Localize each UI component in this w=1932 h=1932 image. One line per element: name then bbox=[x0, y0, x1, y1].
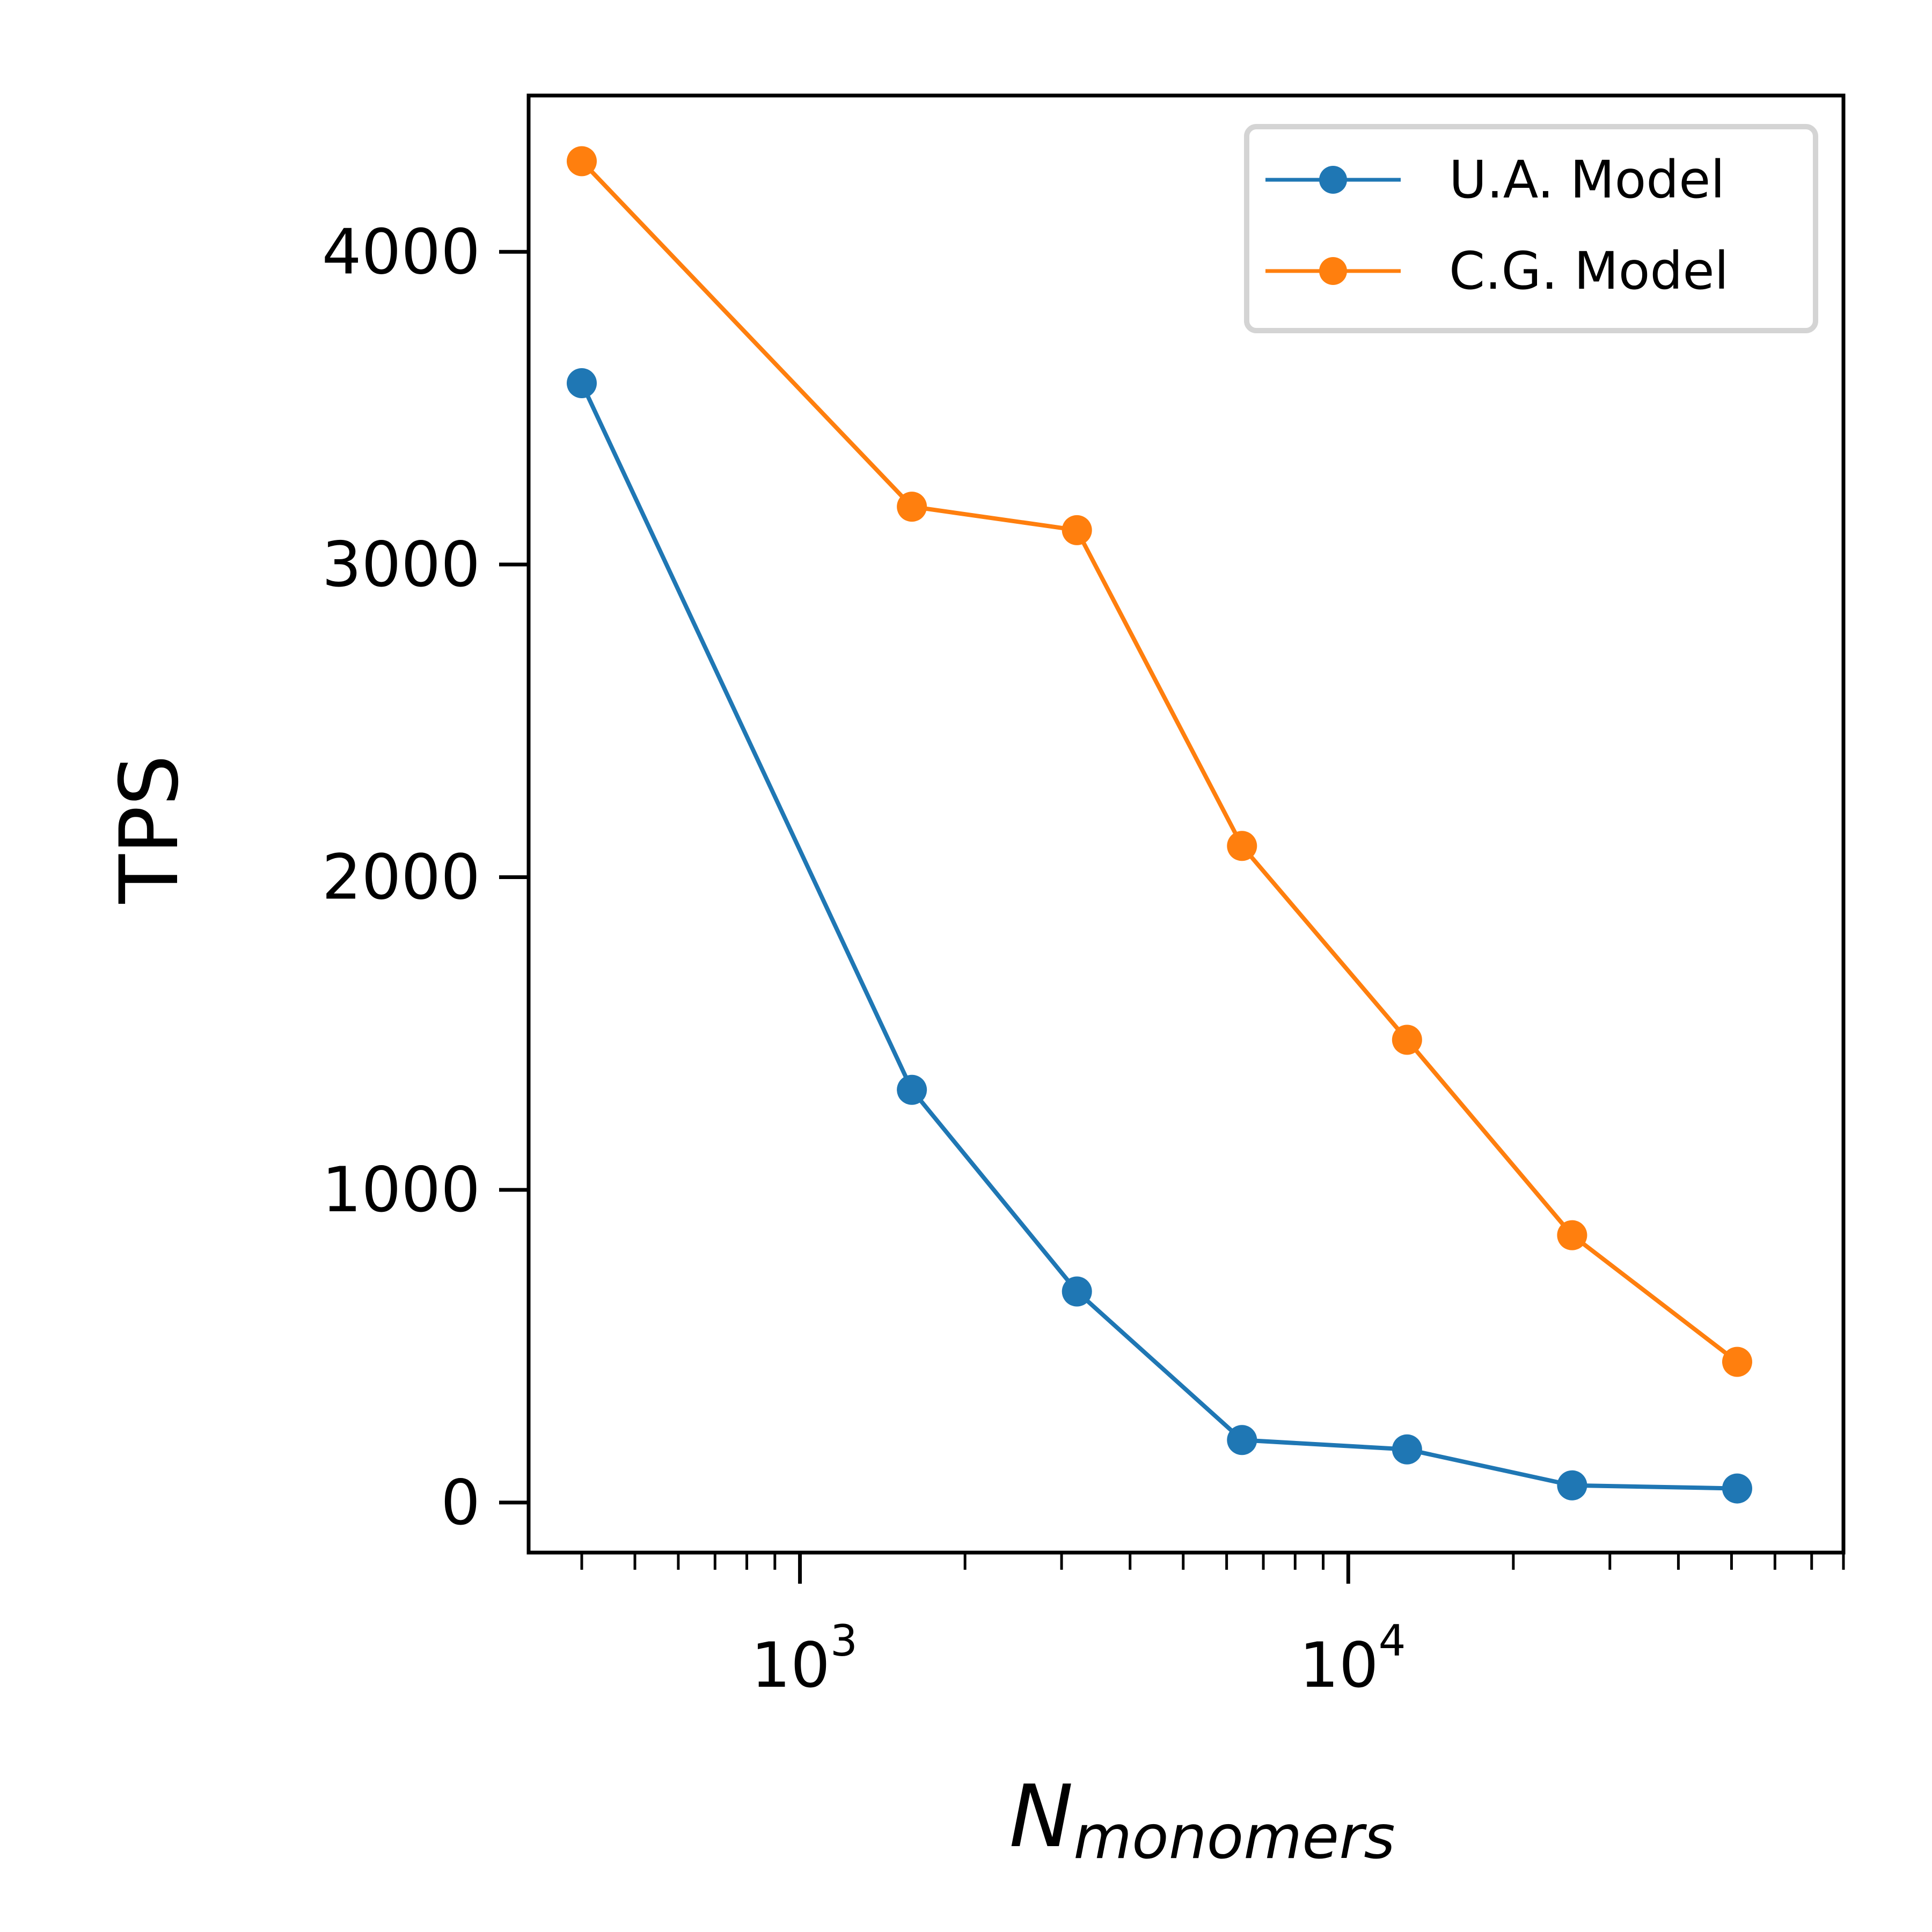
series-1-point-0 bbox=[567, 146, 597, 177]
y-tick-label-3000: 3000 bbox=[322, 529, 480, 601]
series-1-point-2 bbox=[1062, 515, 1092, 545]
x-axis-title-subscript: monomers bbox=[1073, 1803, 1395, 1872]
series-0-point-6 bbox=[1722, 1473, 1752, 1504]
series-line-1 bbox=[580, 159, 1739, 1364]
series-1-point-4 bbox=[1392, 1024, 1422, 1055]
legend-label-ua: U.A. Model bbox=[1449, 150, 1725, 210]
x-axis-ticks: 103 104 bbox=[580, 1553, 1845, 1702]
x-tick-label-exponent: 4 bbox=[1379, 1616, 1406, 1666]
series-1-point-1 bbox=[897, 492, 927, 522]
series-1-point-6 bbox=[1722, 1346, 1752, 1377]
x-tick-label-base: 10 bbox=[751, 1629, 830, 1702]
series-0-point-1 bbox=[897, 1074, 927, 1105]
series-0-point-4 bbox=[1392, 1434, 1422, 1465]
plot-frame bbox=[526, 93, 1846, 1555]
y-axis-title: TPS bbox=[103, 755, 196, 904]
x-tick-label-1000: 103 bbox=[751, 1616, 858, 1702]
legend: U.A. Model C.G. Model bbox=[1244, 124, 1818, 333]
y-tick-label-2000: 2000 bbox=[322, 841, 480, 914]
y-tick-label-4000: 4000 bbox=[322, 216, 480, 288]
series-1-point-5 bbox=[1557, 1220, 1587, 1250]
x-tick-label-10000: 104 bbox=[1299, 1616, 1406, 1702]
series-0-point-0 bbox=[567, 368, 597, 399]
series-0-point-5 bbox=[1557, 1470, 1587, 1501]
y-tick-label-1000: 1000 bbox=[322, 1154, 480, 1226]
x-tick-label-exponent: 3 bbox=[830, 1616, 858, 1666]
x-axis-title: Nmonomers bbox=[1009, 1766, 1395, 1872]
series-0-point-2 bbox=[1062, 1276, 1092, 1307]
series-0-point-3 bbox=[1227, 1425, 1257, 1455]
x-tick-label-base: 10 bbox=[1299, 1629, 1379, 1702]
legend-marker-cg bbox=[1319, 257, 1347, 285]
legend-marker-ua bbox=[1319, 166, 1347, 194]
y-tick-label-0: 0 bbox=[441, 1467, 480, 1539]
x-axis-title-base: N bbox=[1009, 1766, 1073, 1867]
legend-box bbox=[1244, 124, 1818, 333]
series-layer bbox=[567, 146, 1752, 1504]
series-1-point-3 bbox=[1227, 831, 1257, 861]
y-axis-ticks: 0 1000 2000 3000 4000 bbox=[322, 216, 529, 1539]
legend-label-cg: C.G. Model bbox=[1449, 241, 1729, 301]
series-line-0 bbox=[580, 382, 1738, 1491]
